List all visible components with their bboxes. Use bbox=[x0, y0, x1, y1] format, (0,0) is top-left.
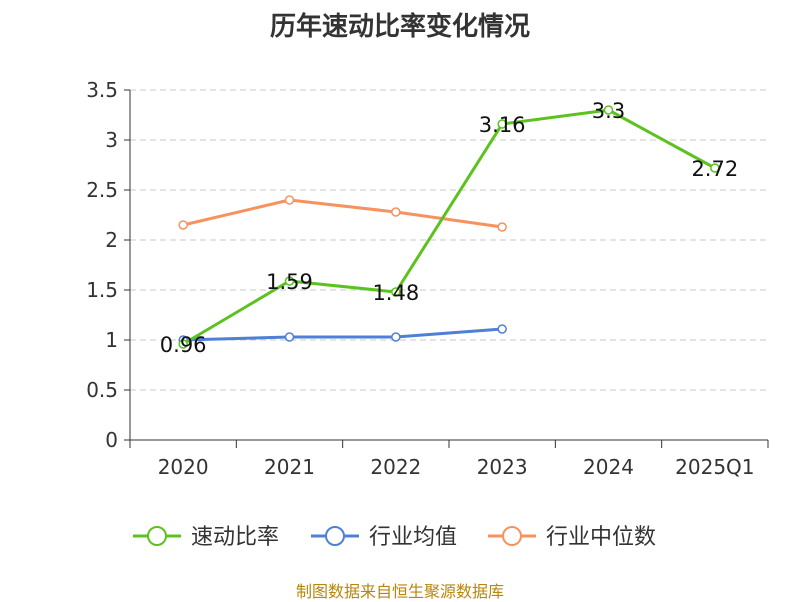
series-line bbox=[182, 108, 716, 346]
y-tick-label: 1.5 bbox=[86, 278, 118, 302]
data-point bbox=[284, 195, 295, 205]
legend-marker bbox=[502, 526, 522, 546]
data-label: 3.3 bbox=[592, 99, 625, 123]
x-axis: 2020 2021 2022 2023 2024 2025Q1 bbox=[129, 439, 769, 479]
grid-lines bbox=[130, 89, 768, 391]
data-point bbox=[710, 163, 720, 173]
x-tick-label: 2023 bbox=[477, 455, 528, 479]
data-point bbox=[284, 276, 295, 286]
data-point bbox=[391, 332, 401, 342]
y-tick-label: 3 bbox=[105, 128, 118, 152]
data-point bbox=[284, 332, 295, 342]
x-tick-label: 2022 bbox=[370, 455, 421, 479]
y-tick-label: 2 bbox=[105, 228, 118, 252]
data-label: 1.59 bbox=[266, 270, 313, 294]
data-point bbox=[178, 220, 188, 230]
legend: 速动比率 行业均值 行业中位数 bbox=[133, 525, 656, 550]
data-point bbox=[603, 105, 614, 115]
x-tick-label: 2021 bbox=[264, 455, 315, 479]
series-line bbox=[183, 327, 503, 342]
data-labels: 0.96 1.59 1.48 3.16 3.3 2.72 bbox=[160, 99, 738, 357]
chart-title: 历年速动比率变化情况 bbox=[269, 12, 530, 42]
data-label: 0.96 bbox=[160, 333, 207, 357]
data-point bbox=[178, 339, 188, 349]
data-point bbox=[391, 207, 401, 217]
data-point bbox=[497, 324, 507, 334]
series-lines bbox=[178, 105, 720, 349]
data-label: 3.16 bbox=[479, 113, 526, 137]
data-point bbox=[497, 222, 507, 232]
x-tick-label: 2020 bbox=[158, 455, 209, 479]
legend-label: 速动比率 bbox=[191, 525, 279, 550]
data-label: 1.48 bbox=[372, 281, 419, 305]
y-tick-label: 2.5 bbox=[86, 178, 118, 202]
data-point bbox=[391, 287, 401, 297]
x-tick-label: 2025Q1 bbox=[675, 455, 754, 479]
source-note: 制图数据来自恒生聚源数据库 bbox=[295, 582, 504, 601]
legend-label: 行业中位数 bbox=[546, 525, 656, 550]
y-axis: 0 0.5 1 1.5 2 2.5 3 3.5 bbox=[86, 78, 131, 452]
series-line bbox=[182, 198, 503, 229]
x-tick-label: 2024 bbox=[583, 455, 634, 479]
data-point bbox=[497, 119, 507, 129]
y-tick-label: 0 bbox=[105, 428, 118, 452]
y-tick-label: 3.5 bbox=[86, 78, 118, 102]
y-tick-label: 0.5 bbox=[86, 378, 118, 402]
legend-marker bbox=[147, 526, 167, 546]
data-label: 2.72 bbox=[691, 157, 738, 181]
legend-marker bbox=[325, 526, 345, 546]
legend-label: 行业均值 bbox=[369, 525, 457, 550]
y-tick-label: 1 bbox=[105, 328, 118, 352]
